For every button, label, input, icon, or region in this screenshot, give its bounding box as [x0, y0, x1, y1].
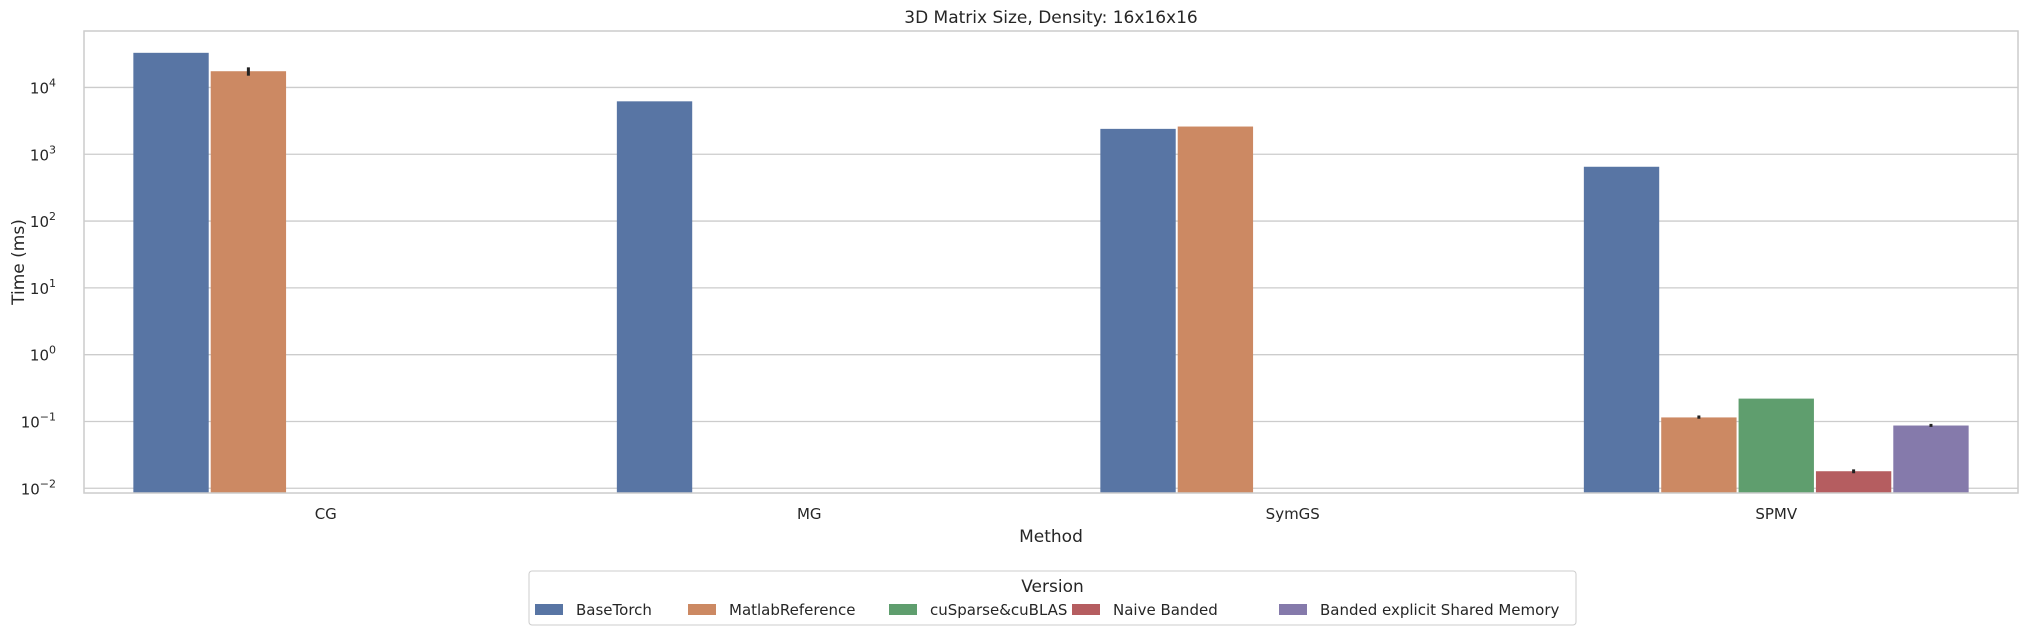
y-axis: 10−2 10−1 100 101 102 103 104: [21, 76, 56, 498]
legend-label: MatlabReference: [729, 601, 855, 619]
chart-title: 3D Matrix Size, Density: 16x16x16: [904, 8, 1197, 28]
y-tick-label: 103: [30, 143, 56, 164]
y-tick-label: 102: [30, 210, 56, 231]
gridlines: [84, 86, 2018, 489]
bar: [133, 52, 209, 494]
legend-label: BaseTorch: [576, 601, 652, 619]
bar: [210, 71, 287, 493]
x-tick-label: SPMV: [1755, 505, 1798, 523]
legend-swatch: [535, 604, 563, 615]
legend: Version BaseTorch MatlabReference cuSparse…: [528, 570, 1577, 626]
bar: [1583, 166, 1660, 493]
x-axis: CG MG SymGS SPMV: [315, 505, 1798, 523]
y-tick-label: 10−2: [21, 477, 56, 498]
y-tick-label: 100: [30, 344, 56, 365]
bar: [616, 101, 693, 494]
bar: [1815, 471, 1892, 493]
bar: [1893, 425, 1969, 493]
legend-label: Banded explicit Shared Memory: [1320, 601, 1559, 619]
y-tick-label: 101: [30, 277, 56, 298]
legend-item: BaseTorch: [535, 601, 652, 619]
legend-box: [528, 570, 1577, 626]
legend-items: BaseTorch MatlabReference cuSparse&cuBLAS N…: [535, 601, 1559, 619]
error-bars: [246, 67, 1933, 474]
legend-swatch: [889, 604, 917, 615]
plot-frame: [83, 30, 2019, 494]
legend-item: Banded explicit Shared Memory: [1279, 601, 1559, 619]
y-axis-label: Time (ms): [9, 219, 29, 306]
bar: [1661, 417, 1737, 493]
legend-item: MatlabReference: [688, 601, 855, 619]
x-tick-label: MG: [797, 505, 822, 523]
y-tick-label: 104: [30, 76, 56, 97]
bar: [1100, 128, 1176, 494]
bar: [1177, 126, 1254, 494]
legend-item: cuSparse&cuBLAS: [889, 601, 1067, 619]
bars: [133, 52, 1969, 494]
y-tick-label: 10−1: [21, 410, 56, 431]
legend-title: Version: [1021, 577, 1084, 597]
legend-swatch: [1072, 604, 1100, 615]
x-tick-label: CG: [315, 505, 337, 523]
legend-swatch: [688, 604, 716, 615]
legend-item: Naive Banded: [1072, 601, 1218, 619]
x-axis-label: Method: [1019, 527, 1083, 547]
legend-label: Naive Banded: [1113, 601, 1218, 619]
bar: [1738, 398, 1814, 493]
x-tick-label: SymGS: [1266, 505, 1320, 523]
legend-label: cuSparse&cuBLAS: [930, 601, 1067, 619]
legend-swatch: [1279, 604, 1307, 615]
